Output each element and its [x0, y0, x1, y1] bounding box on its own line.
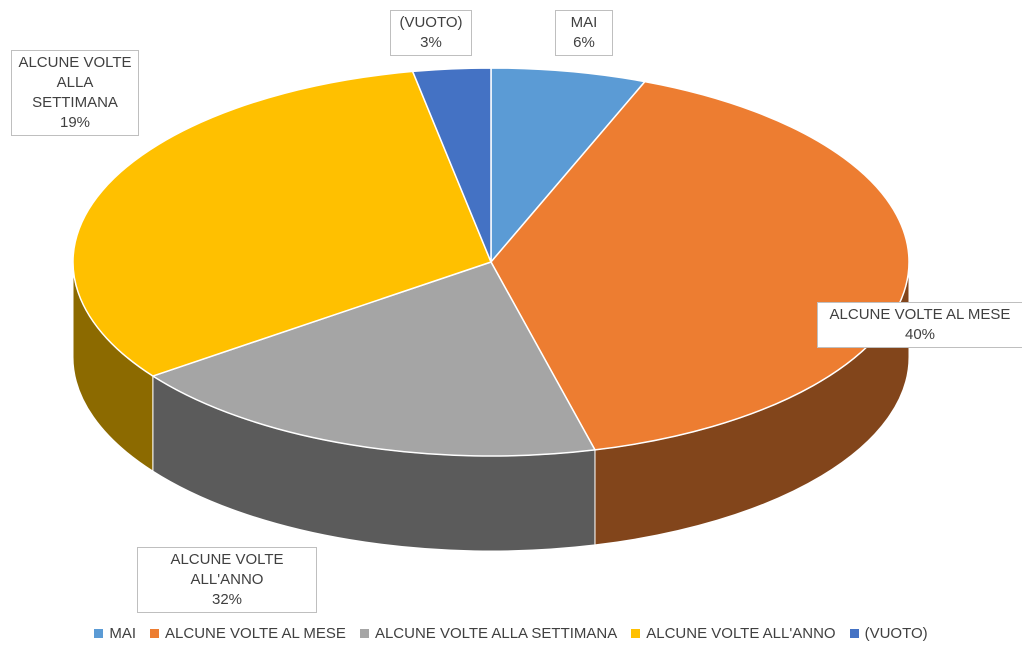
legend-swatch: [849, 629, 859, 638]
legend-item: MAI: [94, 625, 136, 642]
data-label: ALCUNE VOLTE AL MESE 40%: [817, 302, 1022, 348]
legend-item: ALCUNE VOLTE AL MESE: [150, 625, 346, 642]
legend-swatch: [94, 629, 104, 638]
legend-item: ALCUNE VOLTE ALL'ANNO: [631, 625, 836, 642]
legend-item: ALCUNE VOLTE ALLA SETTIMANA: [359, 625, 618, 642]
label-category: ALCUNE VOLTE ALLA SETTIMANA: [18, 54, 132, 111]
legend-item: (VUOTO): [849, 625, 928, 642]
label-value: 32%: [211, 591, 243, 608]
pie-slice: [490, 80, 910, 451]
label-category: (VUOTO): [399, 14, 463, 31]
pie-slice: [411, 67, 492, 263]
pie-slice: [490, 67, 647, 265]
label-value: 19%: [59, 114, 91, 131]
data-label: ALCUNE VOLTE ALL'ANNO 32%: [137, 547, 317, 613]
data-label: ALCUNE VOLTE ALLA SETTIMANA 19%: [11, 50, 139, 136]
pie-slice: [151, 261, 597, 457]
legend-label: ALCUNE VOLTE ALLA SETTIMANA: [374, 625, 618, 642]
legend-label: (VUOTO): [864, 625, 928, 642]
label-category: ALCUNE VOLTE AL MESE: [829, 306, 1011, 323]
legend-swatch: [359, 629, 369, 638]
legend: MAI ALCUNE VOLTE AL MESE ALCUNE VOLTE ALLA…: [0, 625, 1022, 642]
legend-swatch: [150, 629, 160, 638]
data-label: MAI 6%: [555, 10, 613, 56]
legend-label: MAI: [109, 625, 137, 642]
legend-label: ALCUNE VOLTE AL MESE: [165, 625, 346, 642]
label-value: 6%: [573, 34, 595, 51]
label-value: 40%: [904, 326, 936, 343]
label-category: ALCUNE VOLTE ALL'ANNO: [170, 551, 284, 588]
pie-slice: [72, 70, 492, 377]
label-value: 3%: [420, 34, 442, 51]
legend-swatch: [631, 629, 641, 638]
legend-label: ALCUNE VOLTE ALL'ANNO: [646, 625, 836, 642]
label-category: MAI: [570, 14, 598, 31]
data-label: (VUOTO) 3%: [390, 10, 472, 56]
